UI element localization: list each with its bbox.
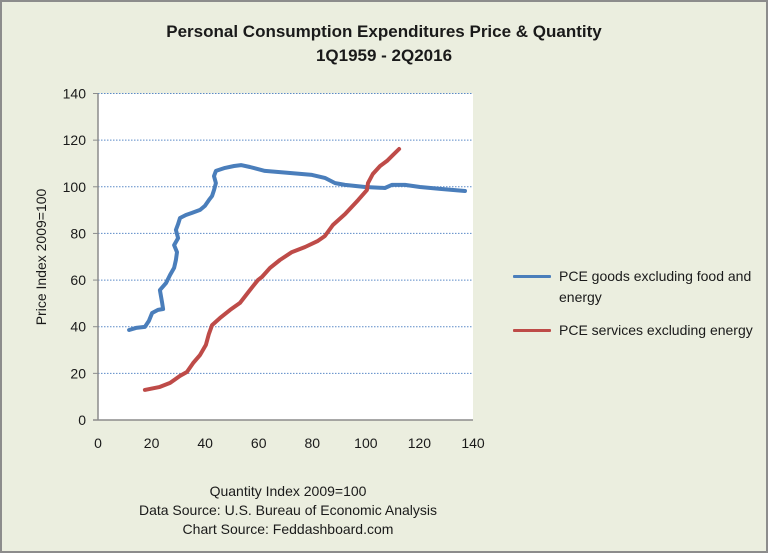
y-tick-label: 40	[70, 319, 86, 335]
axes	[93, 93, 473, 421]
x-tick-label: 120	[408, 435, 432, 451]
chart-subtitle: 1Q1959 - 2Q2016	[315, 46, 453, 65]
y-tick-label: 80	[70, 225, 86, 241]
y-tick-labels: 0 20 40 60 80 100 120 140	[63, 86, 87, 429]
x-tick-label: 40	[197, 435, 213, 451]
y-tick-label: 0	[78, 412, 86, 428]
legend-swatch-goods	[513, 275, 551, 278]
legend-label-goods: PCE goods excluding food and energy	[559, 268, 752, 305]
chart-source-note: Chart Source: Feddashboard.com	[182, 521, 394, 537]
legend-item-services: PCE services excluding energy	[513, 320, 763, 341]
legend-label-services: PCE services excluding energy	[559, 322, 753, 338]
legend: PCE goods excluding food and energy PCE …	[513, 266, 763, 353]
chart-title: Personal Consumption Expenditures Price …	[2, 20, 766, 68]
y-tick-label: 100	[63, 179, 87, 195]
y-tick-label: 120	[63, 132, 87, 148]
chart-footer: Quantity Index 2009=100 Data Source: U.S…	[102, 482, 474, 539]
legend-item-goods: PCE goods excluding food and energy	[513, 266, 763, 308]
y-axis-title: Price Index 2009=100	[33, 188, 49, 325]
x-tick-label: 20	[144, 435, 160, 451]
series-line-services	[142, 147, 402, 392]
y-tick-label: 140	[63, 86, 87, 102]
x-tick-label: 0	[94, 435, 102, 451]
x-tick-label: 140	[461, 435, 485, 451]
y-tick-label: 20	[70, 365, 86, 381]
data-source-note: Data Source: U.S. Bureau of Economic Ana…	[138, 502, 438, 518]
chart-title-main: Personal Consumption Expenditures Price …	[166, 22, 602, 41]
x-axis-title: Quantity Index 2009=100	[209, 483, 367, 499]
series-group	[127, 147, 467, 392]
y-tick-label: 60	[70, 272, 86, 288]
x-tick-labels: 0 20 40 60 80 100 120 140	[94, 435, 485, 451]
x-tick-label: 80	[304, 435, 320, 451]
series-line-goods	[127, 163, 467, 332]
x-tick-label: 100	[354, 435, 378, 451]
x-tick-label: 60	[251, 435, 267, 451]
legend-swatch-services	[513, 329, 551, 332]
